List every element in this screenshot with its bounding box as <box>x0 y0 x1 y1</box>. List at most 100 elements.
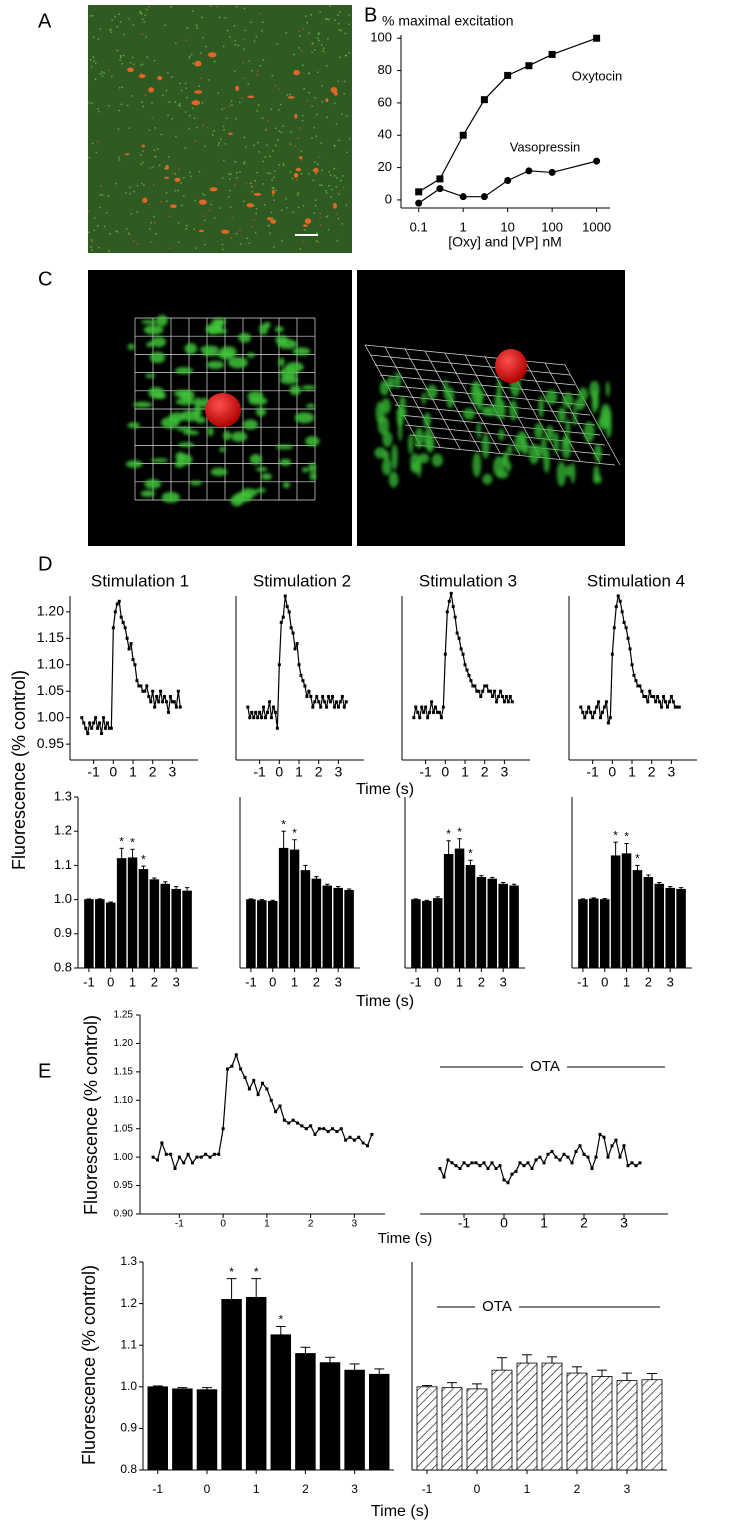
y-tick-label: 1.1 <box>120 1337 137 1351</box>
speck <box>314 205 317 207</box>
blob <box>556 461 566 487</box>
data-point <box>230 1064 234 1068</box>
speck <box>123 33 125 36</box>
speck <box>228 178 231 181</box>
data-point <box>428 710 432 714</box>
speck <box>346 151 348 154</box>
data-point <box>593 710 597 714</box>
blob <box>570 462 576 484</box>
speck <box>335 213 338 215</box>
y-tick-label: 1.20 <box>114 1038 134 1049</box>
speck <box>101 71 103 73</box>
blob <box>481 406 491 416</box>
data-point <box>445 610 449 614</box>
y-tick-label: 1.2 <box>54 823 72 838</box>
data-point <box>239 1067 243 1071</box>
speck <box>270 108 273 111</box>
data-point <box>447 599 451 603</box>
data-point <box>278 1104 282 1108</box>
speck <box>129 233 131 236</box>
data-point <box>338 700 342 704</box>
data-point <box>534 1158 538 1162</box>
data-point <box>115 602 119 606</box>
speck <box>247 95 255 99</box>
speck <box>319 224 322 226</box>
bar <box>196 1389 218 1471</box>
speck <box>148 6 150 8</box>
data-point <box>489 689 493 693</box>
x-tick-label: 3 <box>667 974 674 989</box>
data-point <box>340 695 344 699</box>
blob <box>200 345 220 354</box>
data-point <box>164 700 168 704</box>
speck <box>97 108 99 110</box>
data-point <box>204 1152 208 1156</box>
y-tick-label: 1.0 <box>120 1379 137 1393</box>
speck <box>294 113 298 119</box>
x-tick-label: 1 <box>129 764 137 780</box>
blob <box>382 450 390 461</box>
significance-mark: * <box>457 825 462 839</box>
y-axis-label: Fluorescence (% control) <box>9 670 29 870</box>
data-point <box>477 689 481 693</box>
data-point <box>671 700 675 704</box>
speck <box>275 127 277 130</box>
data-point <box>414 705 418 709</box>
blob <box>301 385 316 391</box>
panel-label: A <box>38 10 52 32</box>
blob <box>561 435 572 459</box>
data-point <box>422 710 426 714</box>
speck <box>319 11 321 14</box>
bar <box>422 900 432 969</box>
data-point <box>546 1152 550 1156</box>
data-point <box>646 700 650 704</box>
speck <box>111 19 113 21</box>
speck <box>91 249 93 251</box>
blob <box>423 412 432 429</box>
speck <box>257 70 259 73</box>
data-point <box>430 700 434 704</box>
data-point <box>612 626 616 630</box>
speck <box>243 38 245 41</box>
x-axis-label: Time (s) <box>378 1230 432 1247</box>
speck <box>210 5 212 7</box>
significance-mark: * <box>613 828 618 842</box>
speck <box>141 18 144 21</box>
speck <box>325 216 328 218</box>
data-point <box>277 663 281 667</box>
speck <box>346 115 348 117</box>
bar <box>278 847 289 969</box>
data-point <box>630 663 634 667</box>
speck <box>259 65 261 67</box>
speck <box>120 56 122 59</box>
speck <box>148 203 150 206</box>
x-tick-label: 0 <box>608 764 616 780</box>
speck <box>180 182 182 184</box>
data-point <box>145 684 149 688</box>
speck <box>202 124 205 127</box>
x-tick-label: 0 <box>434 974 441 989</box>
data-point <box>305 695 309 699</box>
speck <box>132 63 135 66</box>
data-point <box>291 631 295 635</box>
speck <box>329 174 332 176</box>
data-point <box>287 610 291 614</box>
data-point <box>415 188 423 196</box>
speck <box>142 63 144 66</box>
grid <box>544 362 601 464</box>
speck <box>239 242 242 245</box>
speck <box>219 207 221 209</box>
data-point <box>616 594 620 598</box>
data-point <box>269 716 273 720</box>
data-point <box>313 1132 317 1136</box>
speck <box>311 137 313 139</box>
speck <box>93 60 95 63</box>
bar <box>616 1380 638 1471</box>
speck <box>304 218 312 224</box>
data-point <box>98 721 102 725</box>
speck <box>198 199 207 205</box>
speck <box>263 204 266 206</box>
speck <box>319 212 322 215</box>
bar <box>127 857 138 969</box>
blob <box>238 332 251 343</box>
